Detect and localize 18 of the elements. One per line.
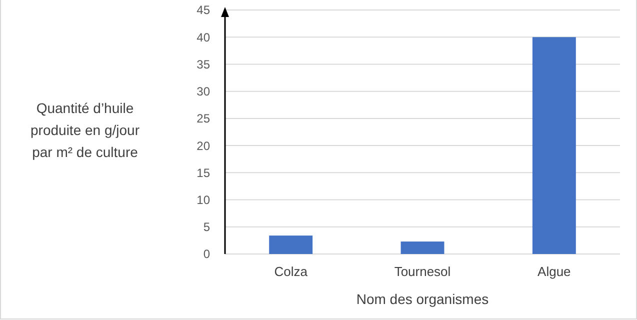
y-tick-label: 10 bbox=[196, 192, 210, 207]
y-tick-label: 15 bbox=[196, 166, 210, 180]
bar bbox=[269, 236, 313, 254]
y-tick-label: 0 bbox=[203, 247, 210, 262]
y-tick-label: 5 bbox=[203, 220, 210, 234]
y-tick-label: 35 bbox=[196, 57, 210, 72]
bar bbox=[400, 242, 444, 254]
y-tick-label: 25 bbox=[196, 112, 210, 126]
x-tick-label: Tournesol bbox=[394, 264, 451, 279]
x-axis-title: Nom des organismes bbox=[356, 291, 489, 307]
y-tick-label: 20 bbox=[196, 138, 210, 153]
x-tick-label: Algue bbox=[538, 264, 571, 279]
y-tick-label: 30 bbox=[196, 84, 210, 99]
bar bbox=[532, 37, 576, 254]
x-tick-label: Colza bbox=[274, 264, 308, 279]
y-tick-label: 45 bbox=[196, 3, 210, 18]
y-axis-title: Quantité d’huile produite en g/jour par m² de culture bbox=[30, 100, 140, 160]
y-tick-label: 40 bbox=[196, 30, 210, 44]
